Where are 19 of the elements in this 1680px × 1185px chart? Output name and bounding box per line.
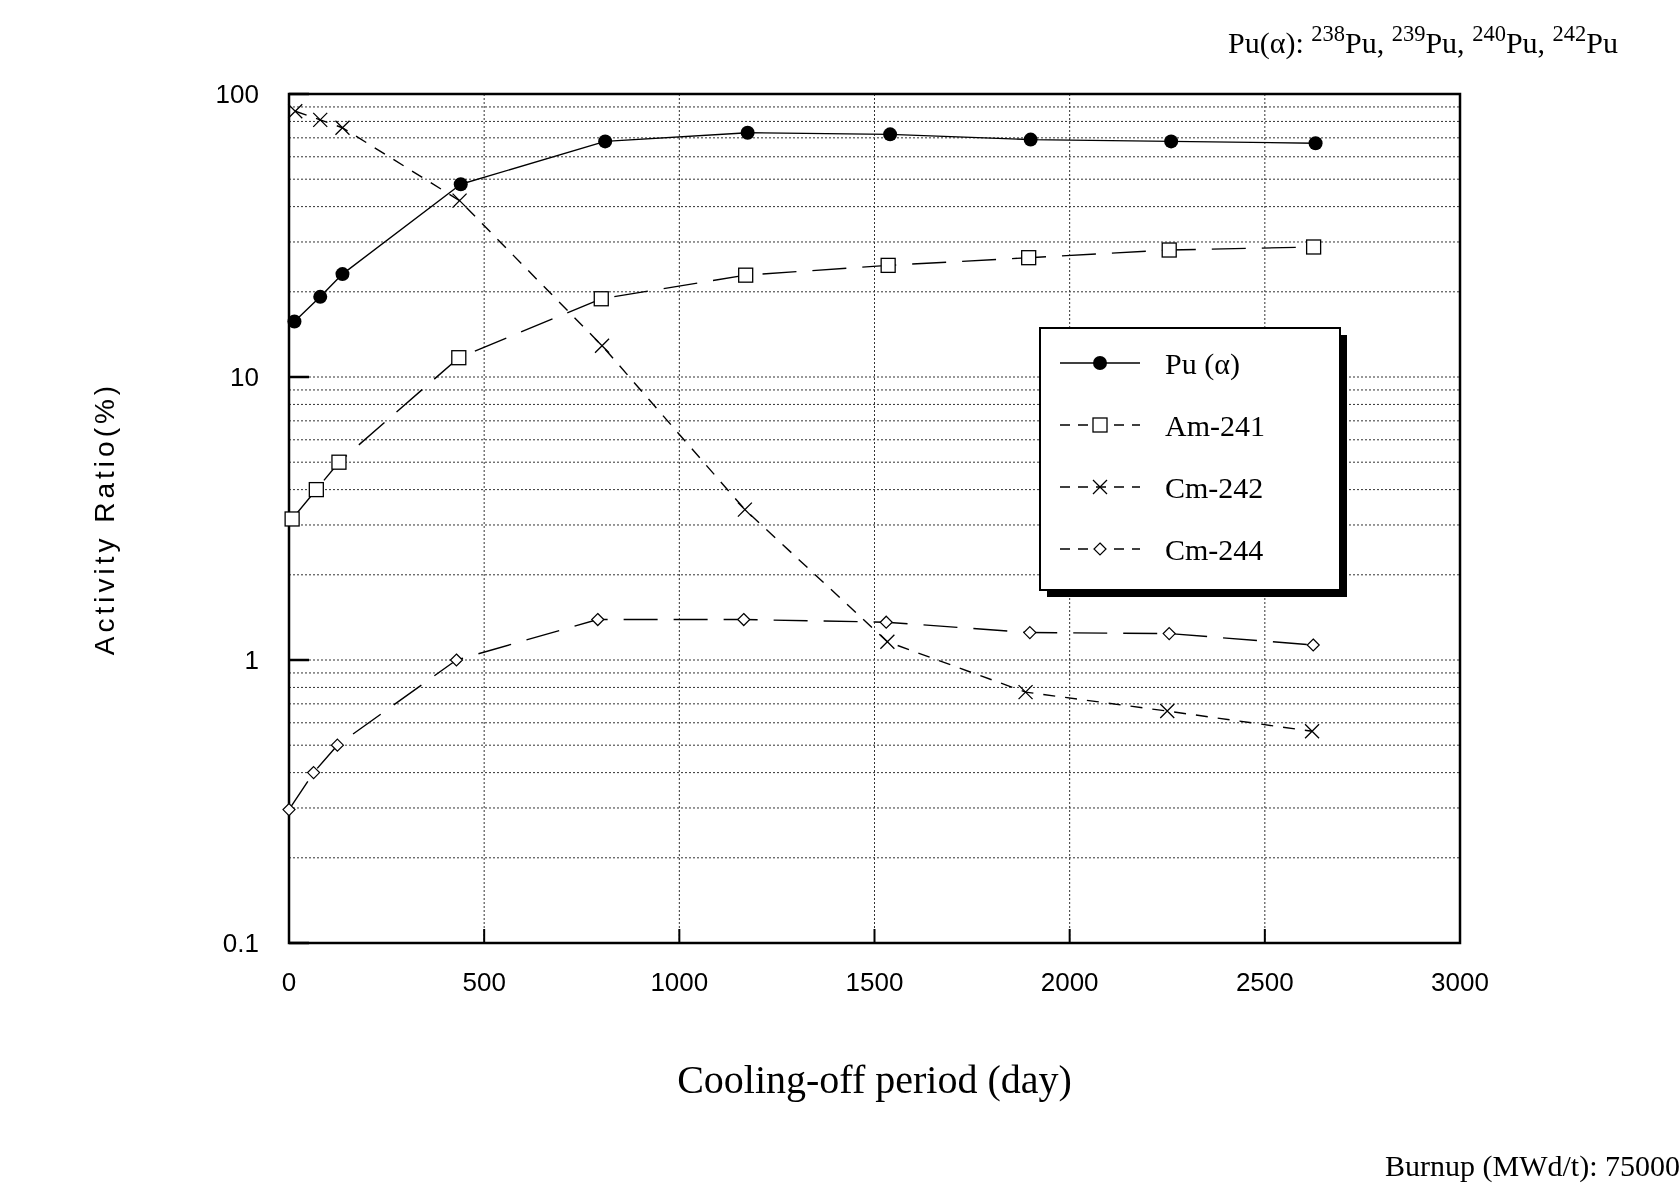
x-tick-label: 3000 [1431,967,1489,997]
x-tick-label: 1500 [845,967,904,997]
y-axis-title: Activity Ratio(%) [89,381,120,656]
y-tick-label: 100 [215,79,259,110]
y-tick-label: 1 [244,645,259,676]
legend-label: Pu (α) [1165,346,1240,381]
x-tick-label: 0 [281,967,297,997]
x-axis-title: Cooling-off period (day) [677,1057,1072,1102]
x-tick-label: 2500 [1235,967,1294,997]
x-tick-label: 500 [462,967,506,997]
legend-label: Am-241 [1165,408,1265,442]
x-tick-label: 2000 [1040,967,1099,997]
y-tick-label: 0.1 [222,928,259,959]
y-tick-label: 10 [230,362,259,393]
x-tick-label: 1000 [650,967,709,997]
text: Burnup (MWd/t): 75000 [1385,1149,1680,1183]
legend-label: Cm-242 [1165,470,1264,504]
legend-label: Cm-244 [1165,532,1264,566]
text: Pu(α): $^{238}$Pu, $^{239}$Pu, $^{240}$Pu, $^{242}$Pu [1228,20,1618,59]
